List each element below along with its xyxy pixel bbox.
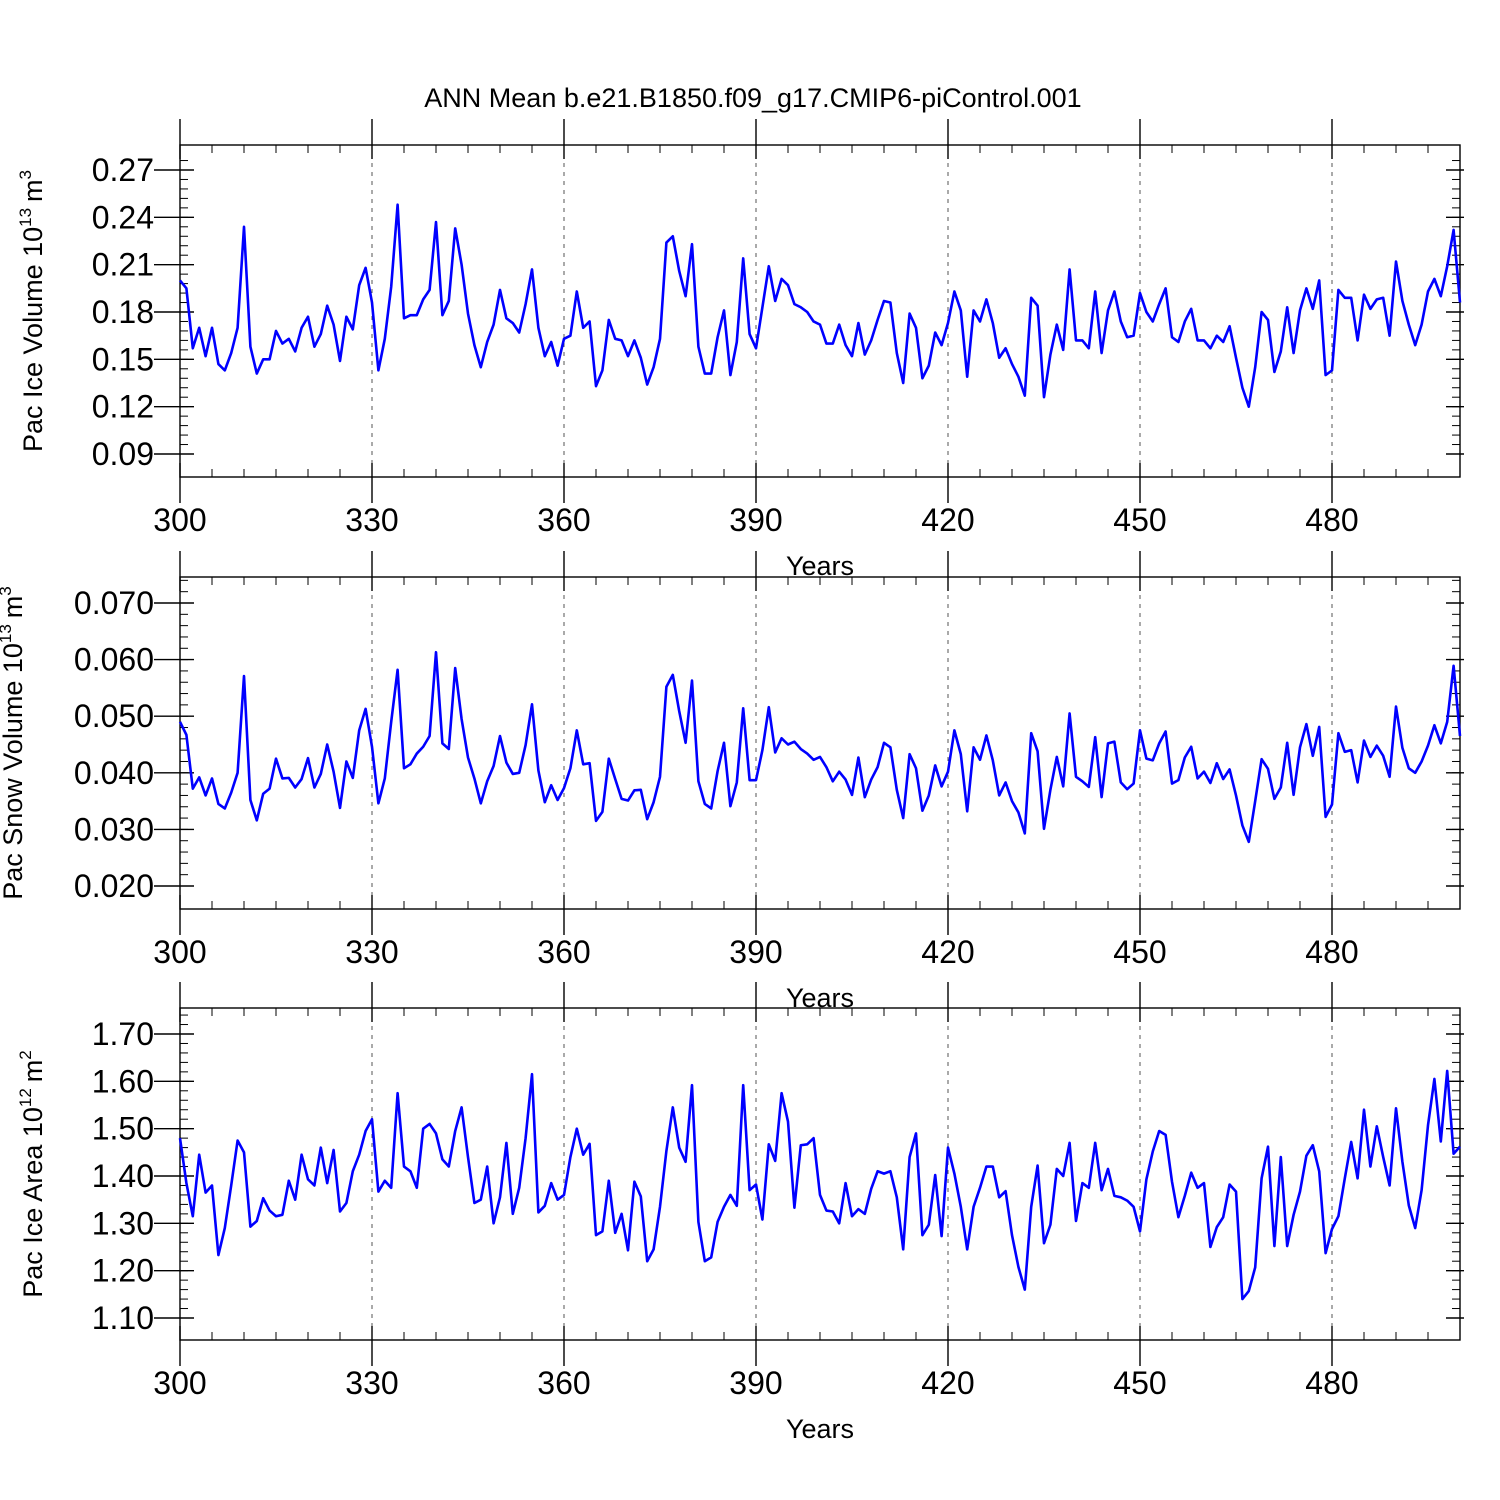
y-tick-label: 0.050 [74,698,154,734]
plot-frame [179,1007,1461,1341]
y-tick-label: 0.12 [92,389,154,425]
y-tick-label: 1.30 [92,1205,154,1241]
y-axis-title-unit-exponent: 2 [16,1050,35,1059]
x-tick-label: 330 [345,934,398,970]
series-line [178,203,1462,408]
x-tick-label: 390 [729,502,782,538]
y-tick-label: 1.50 [92,1111,154,1147]
y-axis-title-unit: m [0,596,28,619]
y-tick-label: 0.18 [92,294,154,330]
plot-frame [179,144,1461,478]
y-axis-title-main: Pac Snow Volume 10 [0,643,28,900]
chart-panel-3: 1.10 1.20 1.30 1.40 1.50 1.60 1.70 300 330 360 390… [16,982,1464,1444]
y-axis-title: Pac Snow Volume 1013 m3 [0,586,28,900]
x-tick-label: 330 [345,502,398,538]
x-tick-label: 480 [1305,934,1358,970]
y-tick-label: 0.020 [74,868,154,904]
x-tick-label: 450 [1113,1365,1166,1401]
chart-panel-2: 0.020 0.030 0.040 0.050 0.060 0.070 300 330 360 3… [0,551,1464,1013]
y-axis-title-main: Pac Ice Area 10 [18,1107,48,1298]
y-axis-title-unit: m [18,1060,48,1083]
x-tick-label: 420 [921,502,974,538]
y-tick-label: 0.15 [92,341,154,377]
y-axis-title-main: Pac Ice Volume 10 [18,227,48,452]
x-tick-label: 360 [537,1365,590,1401]
y-axis-title: Pac Ice Area 1012 m2 [16,1050,48,1298]
y-tick-label: 0.27 [92,152,154,188]
series-line [178,1069,1461,1301]
y-tick-label: 0.070 [74,585,154,621]
y-axis-title-unit-exponent: 3 [0,586,15,595]
y-tick-label: 0.24 [92,199,154,235]
x-axis-title: Years [786,1414,854,1444]
x-tick-label: 480 [1305,502,1358,538]
x-tick-label: 420 [921,934,974,970]
y-axis-title-exponent: 12 [16,1088,35,1107]
figure-title: ANN Mean b.e21.B1850.f09_g17.CMIP6-piCon… [424,83,1081,113]
y-tick-label: 1.60 [92,1063,154,1099]
series-line [178,650,1462,844]
plot-frame [179,576,1461,910]
y-axis-title-exponent: 13 [0,624,15,643]
x-tick-label: 420 [921,1365,974,1401]
y-tick-label: 1.10 [92,1300,154,1336]
x-tick-label: 450 [1113,934,1166,970]
y-tick-label: 0.060 [74,642,154,678]
y-axis-title: Pac Ice Volume 1013 m3 [16,170,48,452]
y-tick-label: 0.030 [74,811,154,847]
x-tick-label: 300 [153,1365,206,1401]
y-tick-label: 1.70 [92,1016,154,1052]
x-tick-label: 330 [345,1365,398,1401]
y-tick-label: 1.40 [92,1158,154,1194]
x-tick-label: 480 [1305,1365,1358,1401]
x-tick-label: 390 [729,934,782,970]
chart-panel-1: 0.09 0.12 0.15 0.18 0.21 0.24 0.27 300 330 360 390… [16,119,1464,581]
y-axis-title-unit-exponent: 3 [16,170,35,179]
x-axis-title: Years [786,551,854,581]
y-axis-title-exponent: 13 [16,208,35,227]
y-tick-label: 0.09 [92,436,154,472]
y-tick-label: 0.040 [74,755,154,791]
y-tick-label: 0.21 [92,247,154,283]
x-tick-label: 300 [153,934,206,970]
x-tick-label: 390 [729,1365,782,1401]
x-tick-label: 450 [1113,502,1166,538]
x-tick-label: 360 [537,934,590,970]
y-tick-label: 1.20 [92,1253,154,1289]
x-tick-label: 360 [537,502,590,538]
chart-panels: 0.09 0.12 0.15 0.18 0.21 0.24 0.27 300 330 360 390… [0,119,1464,1444]
x-tick-label: 300 [153,502,206,538]
y-axis-title-unit: m [18,179,48,202]
